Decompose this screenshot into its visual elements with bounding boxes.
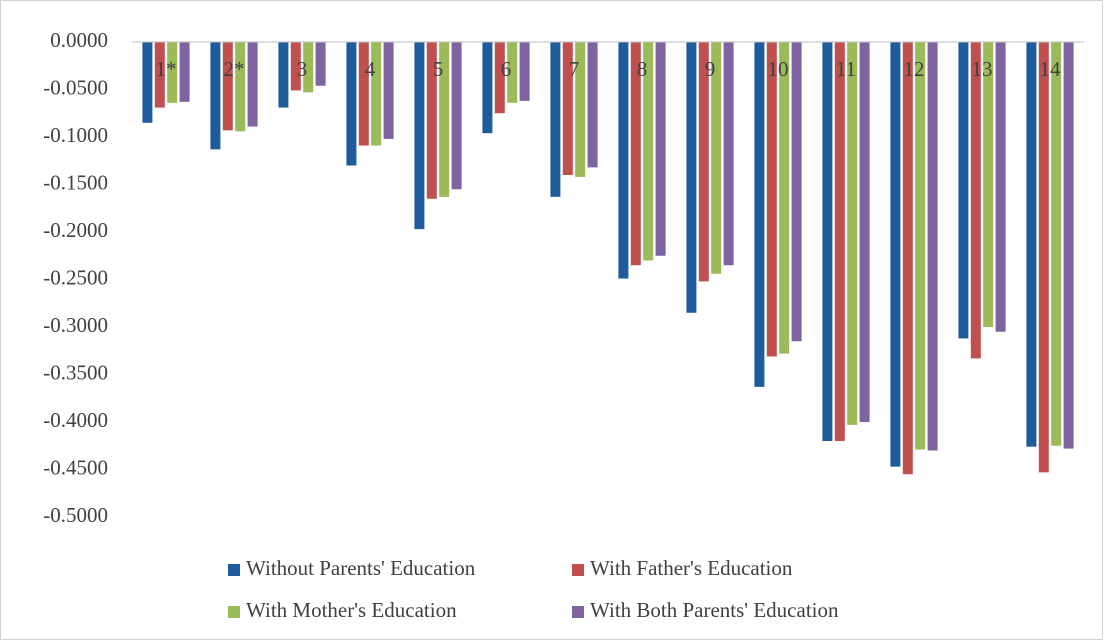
bar — [290, 42, 301, 91]
bar — [711, 42, 722, 274]
bar — [847, 42, 858, 425]
bar — [822, 42, 833, 441]
bar — [587, 42, 598, 168]
bar — [346, 42, 357, 166]
bar — [426, 42, 437, 199]
bar — [482, 42, 493, 134]
bar — [210, 42, 221, 150]
legend-label: With Both Parents' Education — [590, 598, 839, 622]
legend-swatch — [572, 606, 584, 618]
bar — [575, 42, 586, 177]
legend-swatch — [228, 606, 240, 618]
bar — [550, 42, 561, 197]
x-tick-label: 14 — [1040, 57, 1062, 81]
legend-swatch — [572, 564, 584, 576]
y-tick-label: -0.3500 — [43, 360, 108, 384]
bar — [630, 42, 641, 266]
bar — [890, 42, 901, 467]
bar — [278, 42, 289, 108]
bar — [414, 42, 425, 230]
bar — [507, 42, 518, 103]
bar — [179, 42, 190, 102]
y-tick-label: -0.2500 — [43, 265, 108, 289]
bar — [754, 42, 765, 387]
bar — [142, 42, 153, 123]
y-tick-label: -0.3000 — [43, 313, 108, 337]
bar — [686, 42, 697, 313]
bar — [618, 42, 629, 279]
x-tick-label: 7 — [569, 57, 580, 81]
bar — [995, 42, 1006, 332]
x-tick-label: 2* — [224, 57, 245, 81]
x-tick-label: 10 — [768, 57, 789, 81]
bar — [902, 42, 913, 475]
bar — [1026, 42, 1037, 447]
x-tick-label: 9 — [705, 57, 716, 81]
bar — [315, 42, 326, 86]
x-tick-label: 8 — [637, 57, 648, 81]
bar — [494, 42, 505, 114]
legend-label: With Father's Education — [590, 556, 793, 580]
x-tick-label: 1* — [156, 57, 177, 81]
bar — [779, 42, 790, 354]
y-tick-label: 0.0000 — [50, 28, 108, 52]
bar — [834, 42, 845, 441]
x-tick-label: 6 — [501, 57, 512, 81]
bar — [970, 42, 981, 359]
bar — [723, 42, 734, 266]
bar — [958, 42, 969, 339]
y-tick-label: -0.4000 — [43, 408, 108, 432]
x-tick-label: 5 — [433, 57, 444, 81]
y-tick-label: -0.1500 — [43, 170, 108, 194]
bar — [562, 42, 573, 175]
bar — [983, 42, 994, 327]
bar — [451, 42, 462, 190]
bar — [643, 42, 654, 261]
y-tick-label: -0.2000 — [43, 218, 108, 242]
bar — [154, 42, 165, 108]
bar — [1063, 42, 1074, 449]
y-tick-label: -0.1000 — [43, 123, 108, 147]
bar — [1038, 42, 1049, 473]
bar — [303, 42, 314, 93]
bar — [383, 42, 394, 139]
bar — [358, 42, 369, 146]
bar — [655, 42, 666, 256]
bar — [235, 42, 246, 132]
legend-label: Without Parents' Education — [246, 556, 476, 580]
x-tick-label: 12 — [904, 57, 925, 81]
bar — [766, 42, 777, 357]
bar — [519, 42, 530, 101]
bar — [1051, 42, 1062, 446]
bar — [167, 42, 178, 103]
legend-swatch — [228, 564, 240, 576]
x-tick-label: 4 — [365, 57, 376, 81]
y-tick-label: -0.0500 — [43, 75, 108, 99]
bar — [222, 42, 233, 131]
legend-label: With Mother's Education — [246, 598, 457, 622]
bar — [927, 42, 938, 451]
y-tick-label: -0.5000 — [43, 503, 108, 527]
x-tick-label: 11 — [836, 57, 856, 81]
bar — [859, 42, 870, 422]
bar — [698, 42, 709, 282]
bar — [791, 42, 802, 342]
bar — [371, 42, 382, 146]
y-tick-label: -0.4500 — [43, 455, 108, 479]
bar — [439, 42, 450, 197]
x-tick-label: 13 — [972, 57, 993, 81]
bar — [247, 42, 258, 127]
bar — [915, 42, 926, 450]
x-tick-label: 3 — [297, 57, 308, 81]
